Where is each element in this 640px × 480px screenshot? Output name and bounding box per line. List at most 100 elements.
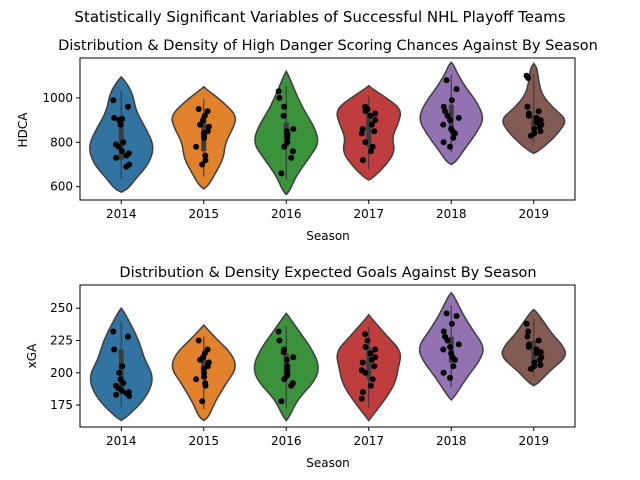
- xga-point-2014: [118, 387, 125, 394]
- xga-iqr-box-2017: [366, 346, 372, 380]
- hdca-point-2015: [195, 106, 202, 112]
- xga-point-2017: [362, 344, 369, 350]
- xga-ytick-label: 175: [50, 398, 73, 412]
- xga-point-2015: [201, 373, 208, 380]
- hdca-ytick-label: 800: [50, 135, 73, 149]
- hdca-xtick-label-2015: 2015: [188, 207, 219, 221]
- xga-ylabel: xGA: [25, 343, 39, 368]
- xga-point-2014: [126, 393, 133, 399]
- xga-xtick-label-2015: 2015: [188, 434, 219, 448]
- xga-xtick-label-2019: 2019: [518, 434, 549, 448]
- hdca-point-2017: [358, 130, 365, 137]
- xga-point-2019: [525, 344, 532, 350]
- xga-point-2019: [537, 362, 544, 368]
- xga-point-2018: [450, 363, 457, 370]
- hdca-iqr-box-2014: [118, 115, 124, 161]
- hdca-point-2014: [113, 154, 120, 161]
- xga-point-2017: [369, 376, 376, 383]
- hdca-point-2014: [115, 143, 122, 150]
- xga-point-2017: [368, 356, 375, 363]
- hdca-point-2019: [524, 103, 531, 110]
- hdca-point-2018: [442, 108, 448, 115]
- xga-point-2019: [535, 337, 542, 344]
- hdca-point-2016: [281, 143, 288, 150]
- hdca-point-2017: [359, 157, 366, 164]
- xga-xtick-label-2017: 2017: [353, 434, 384, 448]
- hdca-point-2018: [452, 130, 458, 137]
- xga-point-2017: [364, 337, 371, 344]
- xga-point-2019: [523, 320, 530, 327]
- hdca-point-2016: [276, 94, 283, 101]
- xga-ytick-label: 225: [50, 334, 73, 348]
- hdca-point-2018: [447, 143, 453, 150]
- hdca-axes-frame: [79, 57, 576, 201]
- hdca-point-2015: [202, 157, 209, 164]
- xga-point-2016: [275, 328, 282, 335]
- xga-point-2017: [371, 363, 378, 370]
- hdca-point-2016: [275, 88, 282, 95]
- xga-point-2018: [444, 337, 451, 344]
- xga-point-2019: [527, 365, 534, 372]
- xga-point-2019: [524, 333, 531, 340]
- xga-point-2018: [440, 369, 447, 376]
- hdca-point-2014: [120, 139, 127, 146]
- hdca-point-2019: [535, 108, 542, 115]
- xga-iqr-box-2014: [118, 349, 124, 391]
- xga-point-2014: [113, 391, 120, 398]
- hdca-point-2017: [362, 108, 369, 115]
- xga-xlabel: Season: [306, 456, 350, 470]
- hdca-point-2014: [117, 121, 124, 128]
- hdca-point-2017: [367, 112, 374, 119]
- xga-point-2019: [536, 356, 543, 363]
- xga-point-2017: [359, 389, 366, 396]
- xga-point-2016: [281, 376, 288, 383]
- hdca-point-2016: [288, 154, 295, 161]
- xga-point-2016: [288, 382, 295, 389]
- xga-point-2017: [372, 346, 379, 353]
- hdca-point-2018: [447, 117, 454, 124]
- figure-suptitle: Statistically Significant Variables of S…: [74, 8, 565, 26]
- hdca-point-2018: [455, 114, 462, 121]
- hdca-point-2018: [448, 97, 455, 104]
- xga-point-2019: [533, 350, 540, 357]
- hdca-point-2017: [368, 121, 375, 128]
- hdca-point-2014: [125, 103, 131, 110]
- xga-point-2016: [280, 349, 287, 356]
- xga-ytick-label: 250: [50, 301, 73, 315]
- hdca-point-2016: [284, 134, 291, 141]
- hdca-point-2018: [444, 112, 451, 119]
- hdca-point-2019: [537, 128, 544, 135]
- xga-point-2014: [110, 328, 117, 335]
- xga-point-2018: [440, 328, 447, 335]
- hdca-point-2018: [450, 134, 457, 141]
- hdca-point-2014: [111, 114, 118, 121]
- xga-point-2014: [125, 333, 131, 340]
- hdca-point-2015: [200, 117, 206, 124]
- xga-point-2017: [367, 350, 374, 357]
- xga-point-2018: [453, 313, 460, 319]
- hdca-xtick-label-2018: 2018: [436, 207, 467, 221]
- hdca-plot-title: Distribution & Density of High Danger Sc…: [58, 38, 598, 54]
- xga-xtick-label-2016: 2016: [271, 434, 302, 448]
- xga-point-2016: [290, 354, 297, 361]
- hdca-point-2018: [440, 103, 447, 110]
- xga-point-2015: [197, 356, 204, 363]
- xga-point-2017: [362, 331, 369, 338]
- hdca-point-2017: [372, 117, 379, 124]
- hdca-point-2019: [533, 119, 540, 126]
- hdca-ylabel: HDCA: [16, 112, 30, 148]
- hdca-iqr-box-2017: [366, 113, 372, 147]
- hdca-point-2019: [525, 75, 532, 81]
- xga-point-2015: [202, 382, 209, 389]
- hdca-point-2016: [281, 103, 288, 110]
- xga-point-2017: [367, 382, 374, 389]
- hdca-xlabel: Season: [306, 229, 350, 243]
- hdca-point-2015: [193, 143, 200, 150]
- hdca-ytick-label: 1000: [42, 91, 73, 105]
- hdca-point-2017: [362, 139, 369, 146]
- xga-point-2015: [193, 376, 200, 383]
- hdca-point-2016: [284, 139, 291, 146]
- xga-point-2018: [447, 374, 453, 381]
- xga-point-2015: [195, 337, 202, 344]
